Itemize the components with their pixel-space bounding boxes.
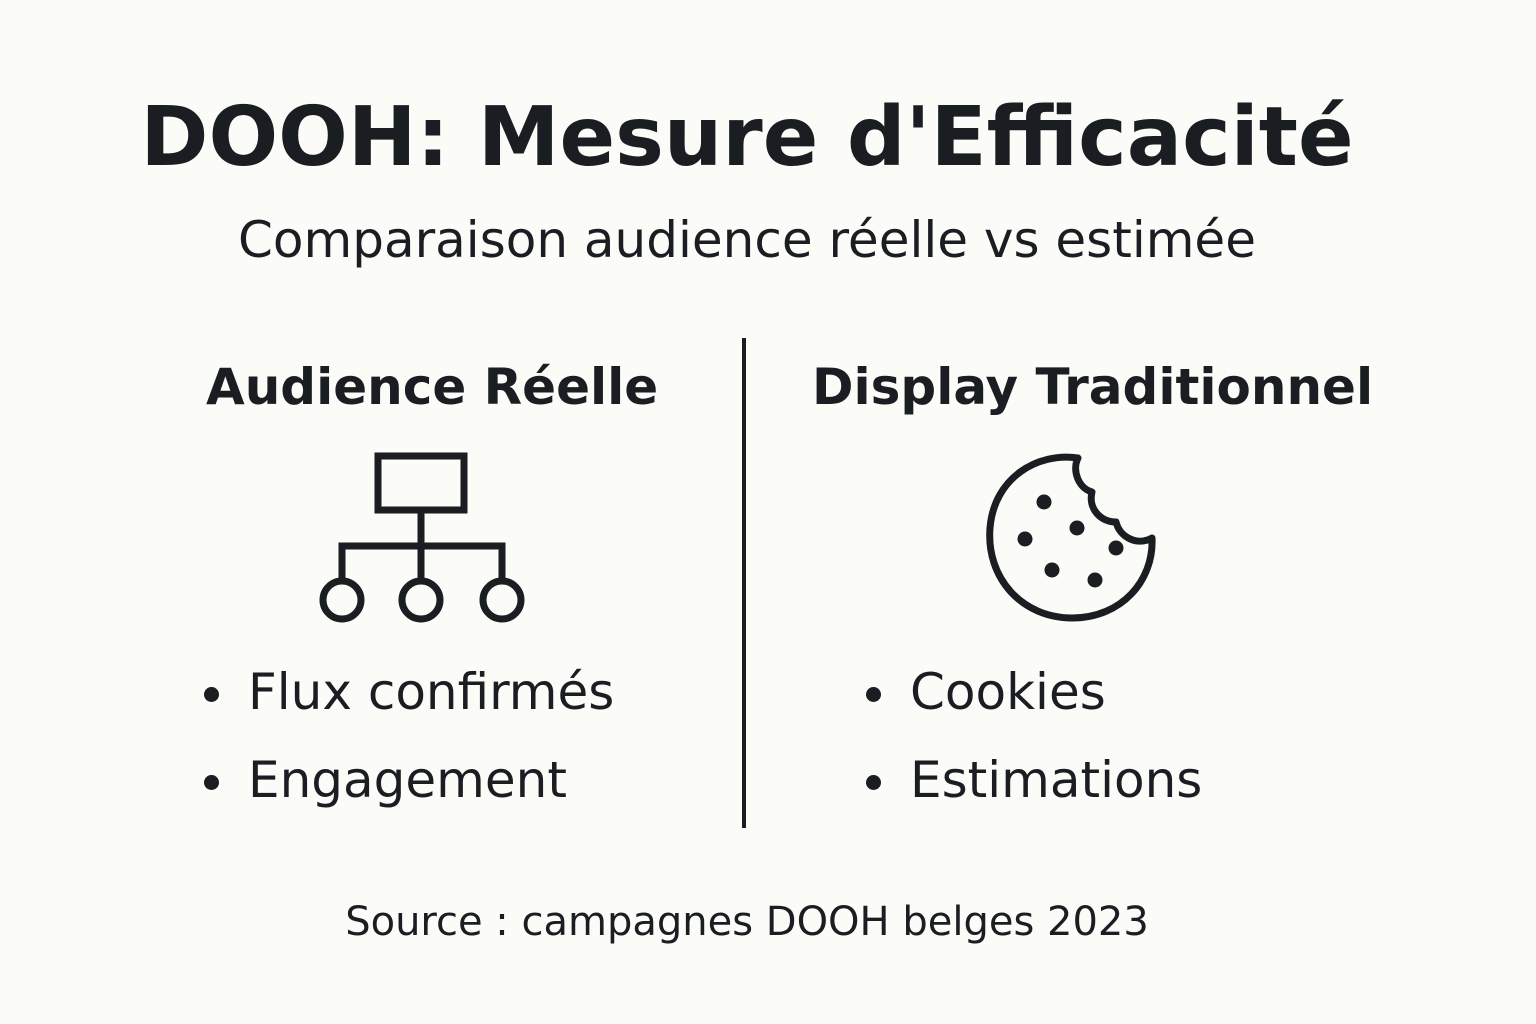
bullet-text: Cookies xyxy=(910,663,1106,721)
list-item: Cookies xyxy=(862,660,1202,748)
bullet-list-audience-reelle: Flux confirmés Engagement xyxy=(200,660,614,836)
bullet-text: Flux confirmés xyxy=(248,663,615,721)
bullet-list-display-traditionnel: Cookies Estimations xyxy=(862,660,1202,836)
column-heading-display-traditionnel: Display Traditionnel xyxy=(812,358,1374,416)
page-title: DOOH: Mesure d'Efficacité xyxy=(140,90,1354,185)
list-item: Estimations xyxy=(862,748,1202,836)
bullet-dot xyxy=(866,775,881,790)
column-heading-audience-reelle: Audience Réelle xyxy=(206,358,659,416)
list-item: Flux confirmés xyxy=(200,660,614,748)
source-note: Source : campagnes DOOH belges 2023 xyxy=(345,899,1149,945)
bullet-text: Engagement xyxy=(248,751,567,809)
cookie-icon xyxy=(986,453,1156,622)
bullet-dot xyxy=(204,775,219,790)
page-subtitle: Comparaison audience réelle vs estimée xyxy=(238,211,1256,269)
bullet-dot xyxy=(204,687,219,702)
bullet-dot xyxy=(866,687,881,702)
list-item: Engagement xyxy=(200,748,614,836)
hierarchy-network-icon xyxy=(319,452,525,623)
column-divider xyxy=(742,338,746,828)
bullet-text: Estimations xyxy=(910,751,1203,809)
